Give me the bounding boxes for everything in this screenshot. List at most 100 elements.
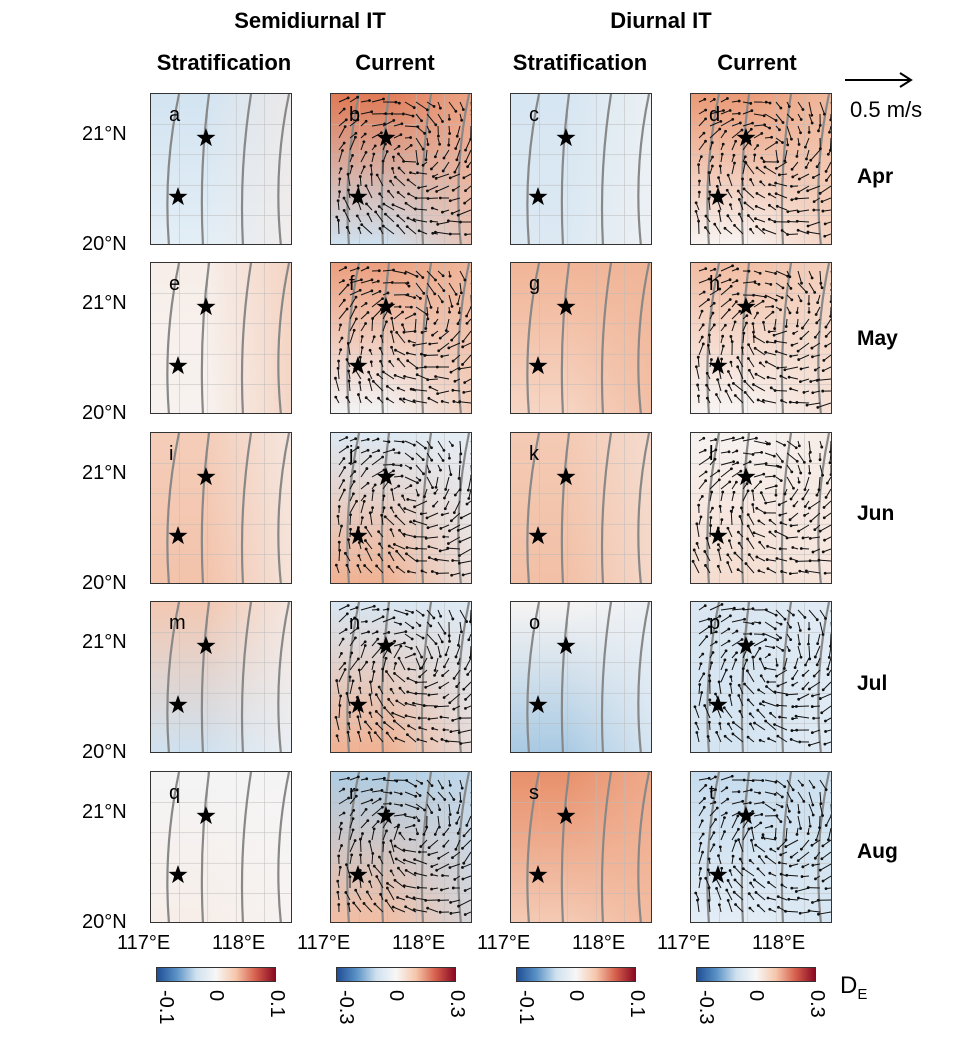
arrow-head [411,626,415,630]
arrow-head [366,437,370,441]
current-arrow [823,500,831,508]
arrow-head [814,877,817,881]
arrow-head [767,330,771,334]
arrow-head [720,152,724,156]
arrow-head [367,731,371,735]
arrow-head [749,632,753,636]
current-arrow [720,437,734,442]
arrow-head [743,390,747,394]
arrow-head [374,710,378,713]
arrow-head [437,898,441,902]
current-arrow [773,330,788,336]
map-panel-c: c [510,93,652,245]
current-arrow [753,473,764,478]
current-arrow [338,605,349,611]
arrow-head [790,198,794,202]
current-arrow [717,379,722,392]
arrow-head [433,491,437,495]
station-star-icon [708,695,728,714]
current-arrow [753,532,766,538]
arrow-head [749,722,752,726]
current-arrow [708,887,711,901]
current-arrow [444,488,450,499]
current-arrow [765,500,777,504]
arrow-head [371,851,375,855]
current-arrow [382,449,394,454]
current-arrow [823,366,831,372]
arrow-head [815,618,819,622]
arrow-head [426,526,430,530]
arrow-head [772,474,776,478]
arrow-head [787,220,790,223]
arrow-head [403,374,406,378]
arrow-head [441,120,444,123]
current-arrow [437,282,445,291]
arrow-head [748,906,752,910]
arrow-head [775,663,779,667]
arrow-head [471,634,472,637]
arrow-head [804,663,807,667]
current-arrow [453,500,461,513]
arrow-head [823,571,827,575]
station-star-icon [708,526,728,545]
current-arrow [407,217,417,223]
arrow-head [414,196,418,200]
current-arrow [385,213,395,223]
arrow-head [727,639,731,643]
arrow-head [735,629,739,633]
arrow-head [714,775,717,779]
current-arrow [417,172,428,175]
arrow-head [405,612,409,616]
arrow-head [405,546,409,549]
arrow-head [393,543,396,546]
arrow-head [373,902,377,906]
depth-contour [166,263,181,413]
current-arrow [445,318,450,331]
arrow-head [779,872,783,876]
arrow-head [441,786,444,790]
arrow-head [748,801,752,805]
arrow-head [732,606,736,610]
current-arrow [777,205,788,211]
arrow-head [462,687,466,691]
current-arrow [349,829,354,841]
current-arrow [796,197,810,200]
arrow-head [703,550,707,553]
panel-letter: r [349,782,356,804]
arrow-head [809,380,813,383]
depth-contour [817,94,831,244]
current-arrow [815,306,821,315]
arrow-head [731,854,735,858]
depth-contour [560,772,571,922]
current-arrow [764,803,775,811]
arrow-head [726,899,730,902]
current-arrow [338,613,348,623]
arrow-head [808,559,812,563]
current-arrow [403,849,417,853]
arrow-head [778,128,781,132]
arrow-head [365,202,368,206]
arrow-head [394,348,397,352]
arrow-head [777,861,781,865]
current-arrow [426,294,432,308]
current-arrow [367,213,373,223]
arrow-head [448,132,452,135]
arrow-head [449,900,452,904]
current-arrow [753,113,765,117]
arrow-head [355,111,358,115]
current-arrow [819,185,831,194]
current-arrow [360,290,373,296]
arrow-head [438,106,442,110]
arrow-head [726,879,730,882]
current-arrow [382,481,389,490]
current-arrow [336,680,340,695]
arrow-head [433,674,436,677]
arrow-head [375,630,379,634]
arrow-head [456,322,460,326]
current-arrow [720,628,730,635]
current-arrow [449,524,461,532]
arrow-head [699,841,703,845]
station-star-icon [528,865,548,884]
current-arrow [360,661,368,671]
current-arrow [357,716,362,731]
